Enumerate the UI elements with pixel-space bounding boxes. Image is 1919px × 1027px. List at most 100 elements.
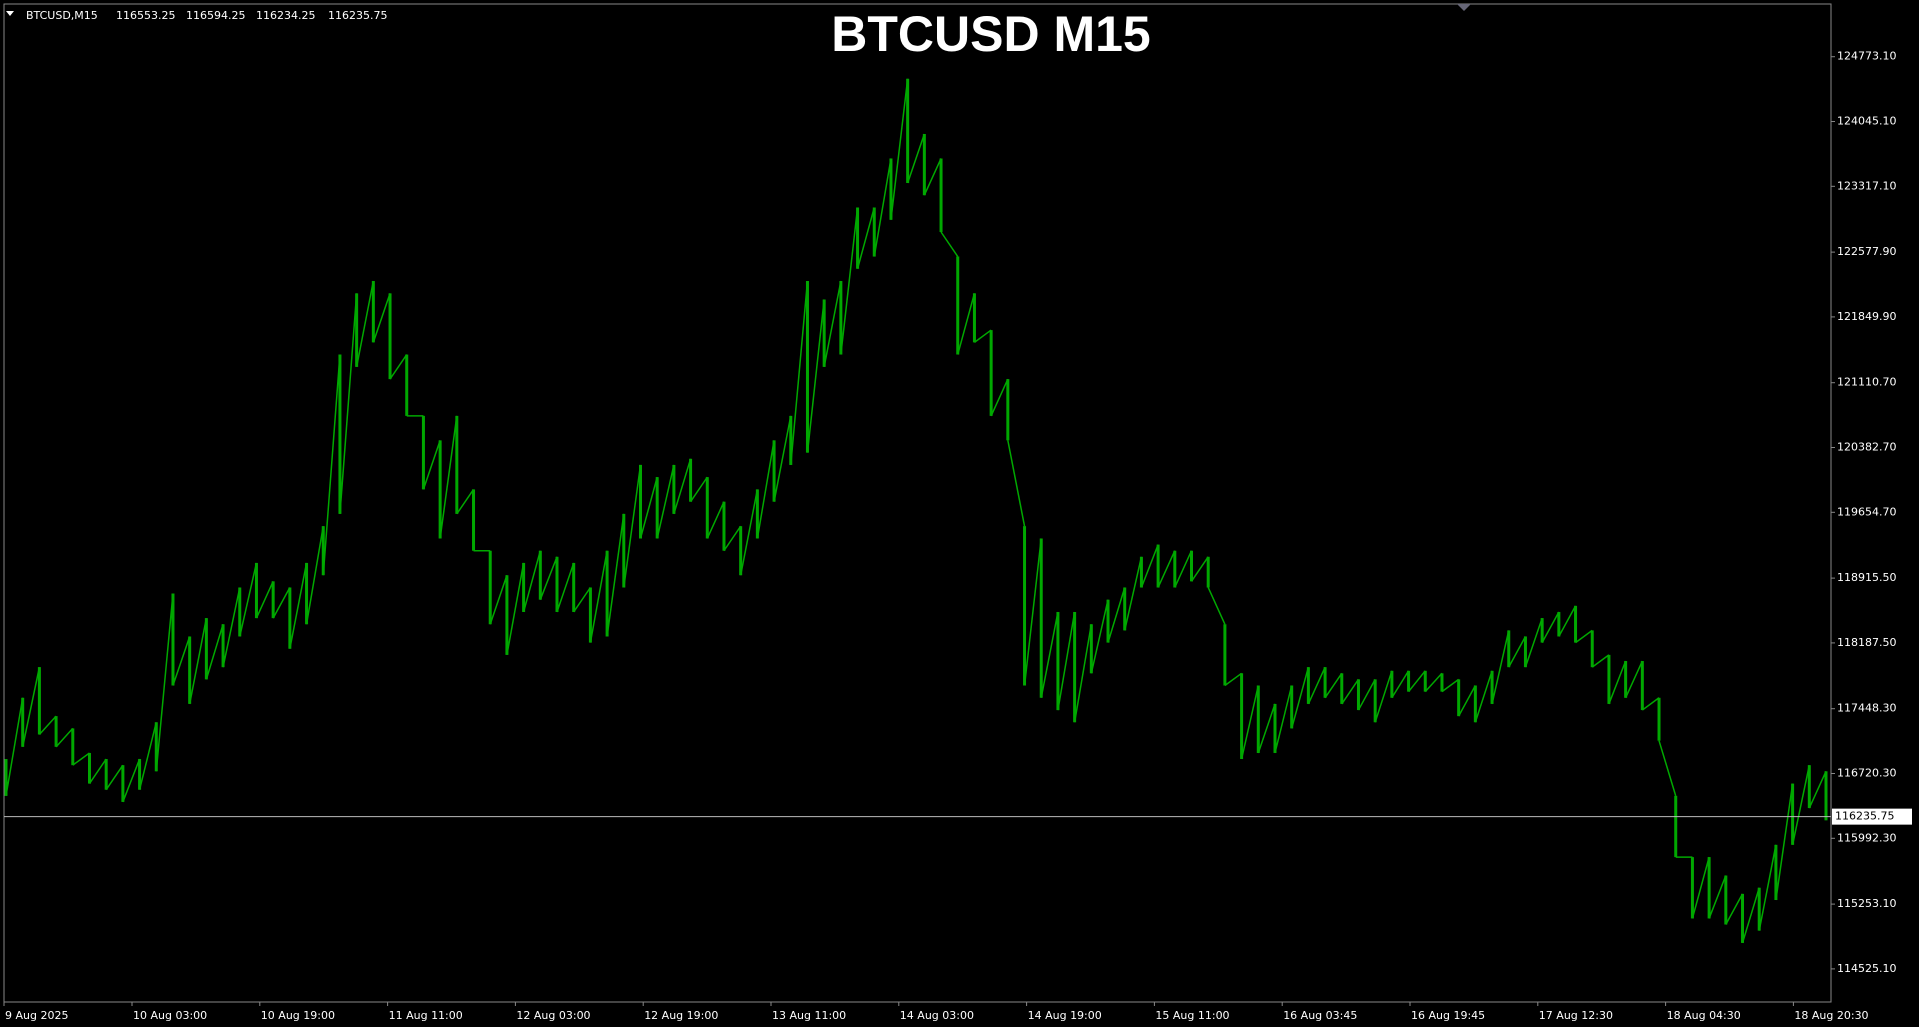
price-link — [456, 488, 475, 515]
price-link — [689, 476, 708, 503]
price-link — [255, 581, 274, 619]
price-link — [1023, 538, 1042, 686]
y-tick-label: 123317.10 — [1837, 179, 1897, 192]
y-tick-label: 119654.70 — [1837, 505, 1897, 518]
ohlc-close: 116235.75 — [328, 9, 388, 22]
price-link — [322, 354, 341, 576]
x-tick-label: 10 Aug 03:00 — [133, 1009, 207, 1022]
price-link — [673, 458, 692, 515]
price-link — [990, 378, 1009, 417]
symbol: BTCUSD,M15 — [26, 9, 98, 22]
price-link — [756, 440, 775, 539]
price-link — [422, 440, 441, 490]
y-tick-label: 122577.90 — [1837, 245, 1897, 258]
price-link — [906, 133, 926, 184]
x-tick-label: 17 Aug 12:30 — [1539, 1009, 1613, 1022]
y-tick-label: 124045.10 — [1837, 115, 1897, 128]
ohlc-high: 116594.25 — [186, 9, 246, 22]
price-link — [1658, 740, 1677, 797]
y-tick-label: 117448.30 — [1837, 702, 1897, 715]
price-link — [138, 722, 158, 790]
price-link — [1391, 670, 1410, 699]
price-link — [957, 293, 976, 355]
price-link — [355, 280, 375, 367]
price-link — [155, 593, 174, 772]
y-tick-label: 121849.90 — [1837, 310, 1897, 323]
price-link — [222, 587, 241, 668]
price-link — [1057, 611, 1076, 711]
price-link — [1207, 587, 1226, 625]
x-tick-label: 10 Aug 19:00 — [261, 1009, 335, 1022]
price-link — [5, 697, 24, 796]
price-link — [706, 501, 725, 539]
price-link — [1758, 844, 1777, 931]
price-link — [55, 727, 74, 748]
price-link — [38, 715, 57, 736]
price-link — [489, 574, 508, 625]
price-link — [289, 562, 308, 649]
price-link — [188, 617, 208, 705]
y-tick-label: 124773.10 — [1837, 50, 1897, 63]
x-tick-label: 18 Aug 04:30 — [1667, 1009, 1741, 1022]
x-tick-label: 16 Aug 03:45 — [1283, 1009, 1357, 1022]
price-link — [1274, 685, 1293, 754]
price-link — [823, 280, 842, 367]
price-link — [1725, 893, 1744, 925]
price-link — [1107, 587, 1126, 643]
price-link — [1341, 678, 1360, 705]
menu-arrow[interactable] — [6, 11, 14, 16]
price-link — [1190, 556, 1209, 582]
price-link — [923, 158, 942, 196]
price-link — [1407, 670, 1426, 693]
price-link — [506, 562, 525, 656]
y-tick-label: 116720.30 — [1837, 767, 1897, 780]
price-link — [1374, 670, 1393, 723]
price-link — [606, 513, 625, 637]
price-link — [1624, 660, 1644, 699]
price-link — [739, 489, 759, 576]
price-link — [573, 587, 592, 613]
price-link — [1691, 856, 1710, 919]
price-link — [205, 624, 224, 680]
price-link — [1090, 599, 1109, 674]
price-link — [1040, 611, 1059, 698]
price-link — [656, 464, 675, 539]
x-tick-label: 18 Aug 20:30 — [1794, 1009, 1868, 1022]
price-link — [1240, 685, 1260, 760]
price-link — [556, 562, 575, 613]
price-link — [272, 587, 291, 619]
price-link — [122, 758, 141, 803]
x-tick-label: 16 Aug 19:45 — [1411, 1009, 1485, 1022]
price-link — [589, 550, 608, 643]
price-link — [339, 293, 358, 514]
price-link — [973, 329, 992, 343]
y-tick-label: 114525.10 — [1837, 962, 1897, 975]
last-price-label: 116235.75 — [1835, 810, 1895, 823]
price-link — [1290, 666, 1310, 729]
price-link — [1558, 605, 1577, 637]
x-tick-label: 14 Aug 19:00 — [1028, 1009, 1102, 1022]
price-link — [389, 354, 408, 380]
price-link — [1575, 629, 1593, 644]
ohlc-open: 116553.25 — [116, 9, 176, 22]
price-link — [522, 550, 542, 613]
price-link — [1441, 678, 1460, 693]
y-tick-label: 118915.50 — [1837, 571, 1897, 584]
price-link — [773, 415, 792, 502]
price-link — [1508, 636, 1527, 668]
x-tick-label: 12 Aug 19:00 — [644, 1009, 718, 1022]
price-link — [1324, 672, 1343, 699]
x-tick-label: 13 Aug 11:00 — [772, 1009, 846, 1022]
last-price-box — [1832, 808, 1912, 825]
price-link — [790, 280, 809, 465]
price-link — [1541, 611, 1560, 643]
price-link — [539, 556, 558, 600]
price-link — [639, 476, 658, 539]
shift-marker — [1457, 4, 1471, 11]
price-link — [873, 158, 892, 257]
price-link — [1808, 770, 1827, 809]
price-link — [1174, 550, 1193, 588]
price-link — [1608, 660, 1627, 705]
price-link — [1591, 654, 1610, 668]
